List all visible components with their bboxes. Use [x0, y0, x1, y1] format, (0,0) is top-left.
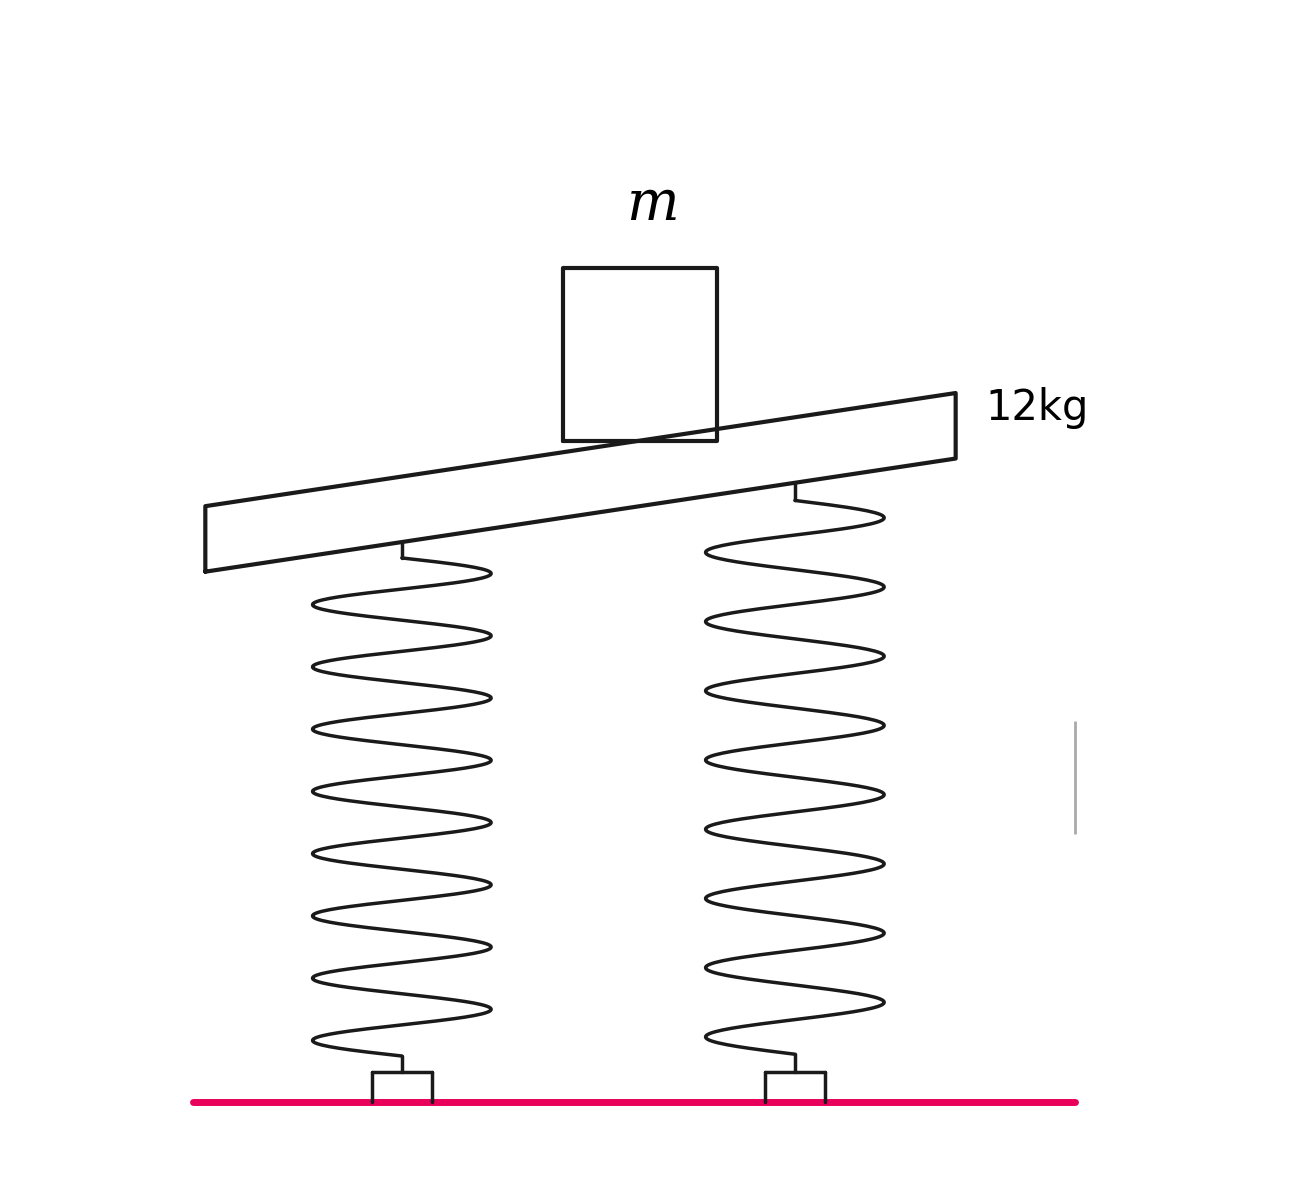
Text: m: m — [625, 177, 678, 232]
Text: 12kg: 12kg — [986, 387, 1089, 429]
